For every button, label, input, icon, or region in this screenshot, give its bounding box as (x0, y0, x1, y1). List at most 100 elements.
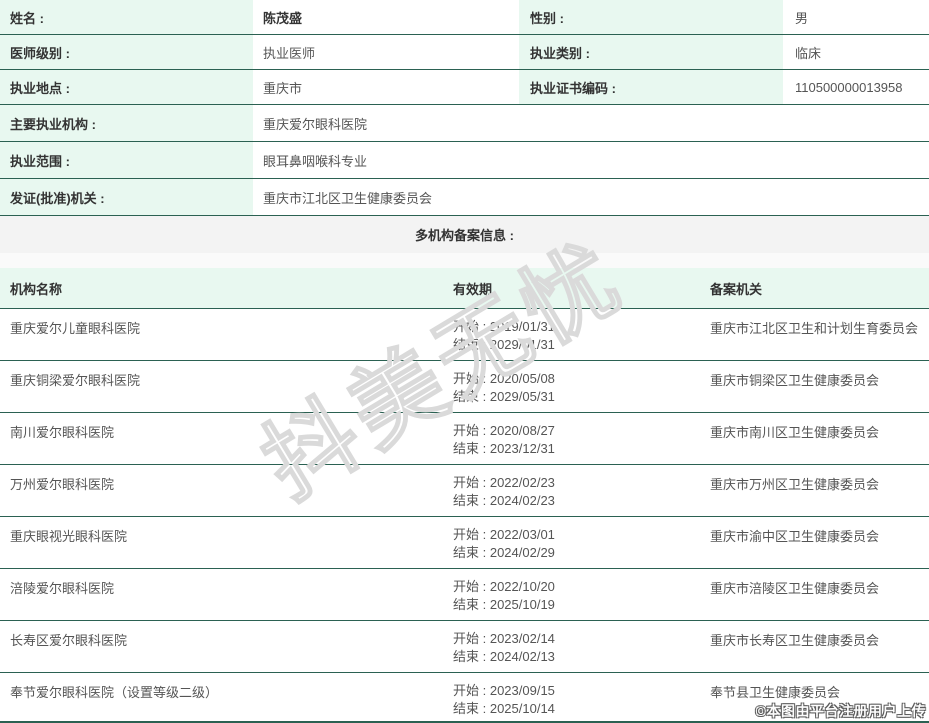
validity-cell: 开始 : 2022/02/23 结束 : 2024/02/23 (443, 465, 700, 510)
issuing-authority-value: 重庆市江北区卫生健康委员会 (263, 190, 433, 206)
org-name: 长寿区爱尔眼科医院 (10, 633, 128, 648)
validity-start: 开始 : 2022/10/20 (453, 578, 700, 596)
validity-cell: 开始 : 2023/09/15 结束 : 2025/10/14 (443, 673, 700, 718)
main-org-label: 主要执业机构 : (0, 105, 253, 141)
table-row: 涪陵爱尔眼科医院 开始 : 2022/10/20 结束 : 2025/10/19… (0, 569, 929, 621)
org-name: 重庆铜梁爱尔眼科医院 (10, 373, 141, 388)
bottom-border (0, 721, 929, 723)
table-row: 重庆眼视光眼科医院 开始 : 2022/03/01 结束 : 2024/02/2… (0, 517, 929, 569)
filing-authority: 重庆市涪陵区卫生健康委员会 (710, 581, 880, 596)
start-label: 开始 : (453, 319, 490, 334)
filing-authority: 重庆市渝中区卫生健康委员会 (710, 529, 880, 544)
end-date: 2024/02/23 (489, 493, 555, 508)
validity-end: 结束 : 2023/12/31 (453, 440, 700, 458)
org-name: 重庆眼视光眼科医院 (10, 529, 128, 544)
validity-start: 开始 : 2020/08/27 (453, 422, 700, 440)
practice-scope-label: 执业范围 : (0, 142, 253, 178)
end-date: 2029/05/31 (489, 389, 555, 404)
doctor-level-label: 医师级别 : (0, 35, 253, 69)
end-label: 结束 : (453, 597, 490, 612)
validity-end: 结束 : 2029/05/31 (453, 388, 700, 406)
validity-start: 开始 : 2023/02/14 (453, 630, 700, 648)
table-row: 南川爱尔眼科医院 开始 : 2020/08/27 结束 : 2023/12/31… (0, 413, 929, 465)
doctor-level-value: 执业医师 (263, 45, 316, 61)
name-label: 姓名 : (0, 0, 253, 34)
certificate-no-label: 执业证书编码 : (519, 70, 783, 104)
validity-cell: 开始 : 2019/01/31 结束 : 2029/01/31 (443, 309, 700, 354)
end-label: 结束 : (453, 649, 490, 664)
start-date: 2022/10/20 (489, 579, 555, 594)
validity-start: 开始 : 2022/03/01 (453, 526, 700, 544)
info-row-place-certno: 执业地点 : 重庆市 执业证书编码 : 110500000013958 (0, 70, 929, 105)
filing-authority: 重庆市铜梁区卫生健康委员会 (710, 373, 880, 388)
info-row-name-gender: 姓名 : 陈茂盛 性别 : 男 (0, 0, 929, 35)
start-label: 开始 : (453, 683, 490, 698)
validity-cell: 开始 : 2022/03/01 结束 : 2024/02/29 (443, 517, 700, 562)
main-org-value: 重庆爱尔眼科医院 (263, 116, 368, 132)
end-date: 2025/10/19 (489, 597, 555, 612)
table-row: 长寿区爱尔眼科医院 开始 : 2023/02/14 结束 : 2024/02/1… (0, 621, 929, 673)
practice-place-value: 重庆市 (263, 80, 303, 96)
validity-start: 开始 : 2020/05/08 (453, 370, 700, 388)
end-label: 结束 : (453, 337, 490, 352)
table-row: 重庆铜梁爱尔眼科医院 开始 : 2020/05/08 结束 : 2029/05/… (0, 361, 929, 413)
end-label: 结束 : (453, 545, 490, 560)
end-date: 2024/02/13 (489, 649, 555, 664)
gender-label: 性别 : (519, 0, 783, 34)
validity-cell: 开始 : 2022/10/20 结束 : 2025/10/19 (443, 569, 700, 614)
start-label: 开始 : (453, 423, 490, 438)
validity-cell: 开始 : 2023/02/14 结束 : 2024/02/13 (443, 621, 700, 666)
start-label: 开始 : (453, 371, 490, 386)
name-value: 陈茂盛 (263, 10, 303, 26)
uploader-note: ©本图由平台注册用户上传 (755, 703, 926, 719)
start-date: 2020/05/08 (489, 371, 555, 386)
table-row: 奉节爱尔眼科医院（设置等级二级） 开始 : 2023/09/15 结束 : 20… (0, 673, 929, 723)
section-divider (0, 253, 929, 268)
practice-scope-value: 眼耳鼻咽喉科专业 (263, 153, 368, 169)
validity-end: 结束 : 2029/01/31 (453, 336, 700, 354)
practice-place-label: 执业地点 : (0, 70, 253, 104)
table-header-row: 机构名称 有效期 备案机关 (0, 268, 929, 309)
org-name: 涪陵爱尔眼科医院 (10, 581, 115, 596)
end-label: 结束 : (453, 441, 490, 456)
validity-end: 结束 : 2024/02/29 (453, 544, 700, 562)
validity-cell: 开始 : 2020/05/08 结束 : 2029/05/31 (443, 361, 700, 406)
start-label: 开始 : (453, 527, 490, 542)
validity-start: 开始 : 2022/02/23 (453, 474, 700, 492)
info-row-scope: 执业范围 : 眼耳鼻咽喉科专业 (0, 142, 929, 179)
table-row: 万州爱尔眼科医院 开始 : 2022/02/23 结束 : 2024/02/23… (0, 465, 929, 517)
end-label: 结束 : (453, 493, 490, 508)
filing-authority: 奉节县卫生健康委员会 (710, 685, 841, 700)
end-label: 结束 : (453, 701, 490, 716)
filing-authority: 重庆市江北区卫生和计划生育委员会 (710, 321, 919, 336)
gender-value: 男 (795, 10, 809, 26)
practice-category-value: 临床 (795, 45, 822, 61)
start-label: 开始 : (453, 475, 490, 490)
multi-org-section-title: 多机构备案信息 : (0, 216, 929, 253)
info-row-level-category: 医师级别 : 执业医师 执业类别 : 临床 (0, 35, 929, 70)
header-validity: 有效期 (453, 281, 493, 297)
end-date: 2023/12/31 (489, 441, 555, 456)
start-date: 2020/08/27 (489, 423, 555, 438)
start-date: 2022/02/23 (489, 475, 555, 490)
validity-end: 结束 : 2025/10/14 (453, 700, 700, 718)
start-date: 2023/02/14 (489, 631, 555, 646)
validity-end: 结束 : 2025/10/19 (453, 596, 700, 614)
end-date: 2025/10/14 (489, 701, 555, 716)
validity-cell: 开始 : 2020/08/27 结束 : 2023/12/31 (443, 413, 700, 458)
info-row-main-org: 主要执业机构 : 重庆爱尔眼科医院 (0, 105, 929, 142)
issuing-authority-label: 发证(批准)机关 : (0, 179, 253, 215)
org-name: 重庆爱尔儿童眼科医院 (10, 321, 141, 336)
start-label: 开始 : (453, 631, 490, 646)
end-date: 2029/01/31 (489, 337, 555, 352)
filing-authority: 重庆市万州区卫生健康委员会 (710, 477, 880, 492)
practice-category-label: 执业类别 : (519, 35, 783, 69)
validity-end: 结束 : 2024/02/23 (453, 492, 700, 510)
start-date: 2019/01/31 (489, 319, 555, 334)
org-name: 奉节爱尔眼科医院（设置等级二级） (10, 685, 219, 700)
validity-start: 开始 : 2023/09/15 (453, 682, 700, 700)
start-date: 2023/09/15 (489, 683, 555, 698)
table-row: 重庆爱尔儿童眼科医院 开始 : 2019/01/31 结束 : 2029/01/… (0, 309, 929, 361)
filing-authority: 重庆市南川区卫生健康委员会 (710, 425, 880, 440)
